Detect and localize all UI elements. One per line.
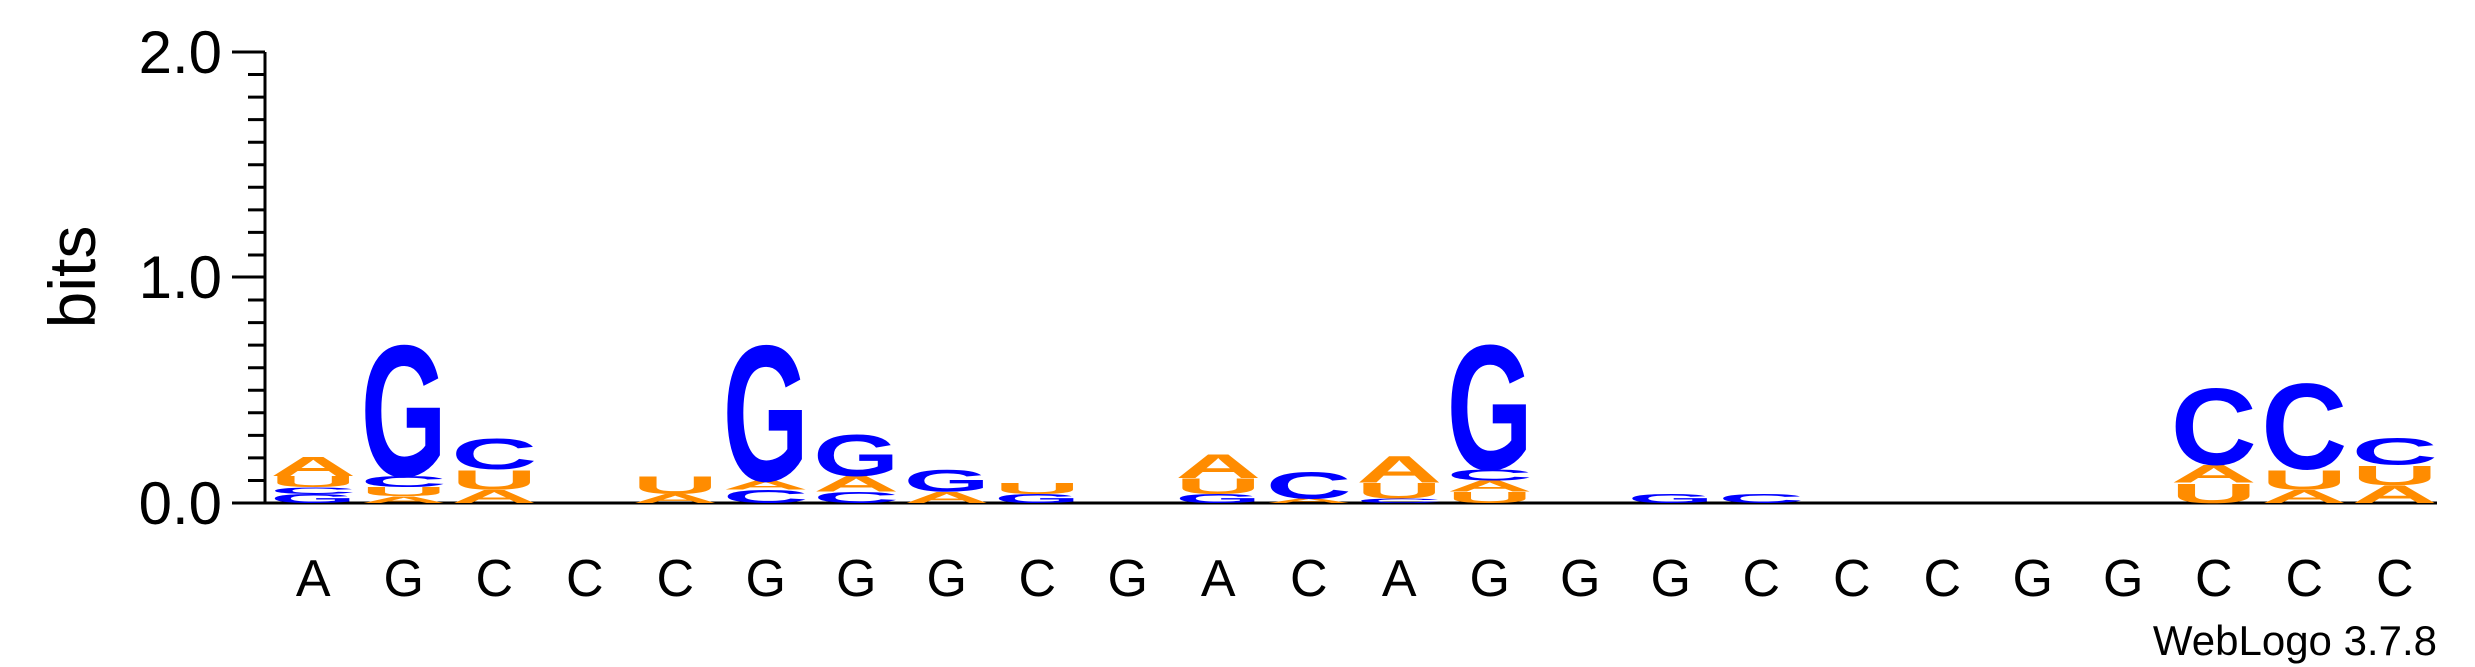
- x-tick-label: G: [1651, 550, 1691, 608]
- logo-glyph-a: A: [813, 472, 899, 497]
- x-tick-label: C: [1833, 550, 1871, 608]
- y-tick-label-2: 2.0: [139, 19, 222, 86]
- logo-glyph-u: U: [1356, 479, 1442, 504]
- logo-glyph-a: A: [1175, 447, 1261, 486]
- logo-glyph-c: C: [270, 486, 356, 496]
- x-tick-label: G: [1560, 550, 1600, 608]
- logo-glyph-g: G: [1628, 492, 1714, 506]
- logo-glyph-u: U: [994, 480, 1080, 498]
- x-tick-label: C: [2195, 550, 2233, 608]
- logo-glyph-c: C: [1447, 466, 1533, 484]
- logo-glyph-g: G: [361, 305, 447, 516]
- x-tick-label: A: [1201, 550, 1236, 608]
- x-tick-label: G: [746, 550, 786, 608]
- logo-glyph-c: C: [1356, 497, 1442, 504]
- logo-glyph-a: A: [1447, 478, 1533, 496]
- y-tick-label-0: 0.0: [139, 470, 222, 537]
- x-tick-label: G: [927, 550, 967, 608]
- logo-glyph-a: A: [451, 486, 537, 507]
- logo-glyph-a: A: [361, 495, 447, 505]
- logo-glyph-g: G: [904, 464, 990, 499]
- x-tick-label: G: [1470, 550, 1510, 608]
- x-tick-label: C: [1742, 550, 1780, 608]
- y-tick-label-1: 1.0: [139, 244, 222, 311]
- logo-glyph-u: U: [361, 485, 447, 499]
- logo-glyph-c: C: [451, 430, 537, 479]
- x-tick-label: G: [2103, 550, 2143, 608]
- logo-glyph-u: U: [1447, 489, 1533, 507]
- x-tick-label: C: [2376, 550, 2414, 608]
- logo-glyph-a: A: [270, 451, 356, 482]
- logo-glyph-u: U: [2352, 460, 2438, 491]
- logo-glyph-a: A: [1266, 497, 1352, 504]
- logo-glyph-u: U: [1175, 474, 1261, 499]
- x-tick-label: C: [1923, 550, 1961, 608]
- logo-glyph-a: A: [723, 478, 809, 492]
- y-minor-ticks: [248, 73, 265, 482]
- x-tick-label: C: [1290, 550, 1328, 608]
- logo-glyph-a: A: [2352, 481, 2438, 509]
- y-axis-label: bits: [35, 226, 109, 329]
- logo-glyph-g: G: [1175, 492, 1261, 506]
- logo-glyph-c: C: [2171, 366, 2257, 489]
- x-tick-label: A: [1382, 550, 1417, 608]
- logo-glyph-c: C: [2352, 431, 2438, 473]
- logo-glyph-a: A: [2261, 486, 2347, 507]
- logo-glyph-g: G: [270, 492, 356, 506]
- logo-glyph-g: G: [994, 492, 1080, 506]
- x-tick-label: G: [1108, 550, 1148, 608]
- x-tick-label: C: [566, 550, 604, 608]
- logo-glyph-c: C: [361, 473, 447, 491]
- x-tick-label: C: [656, 550, 694, 608]
- logo-glyph-a: A: [904, 489, 990, 507]
- logo-glyph-u: U: [2261, 464, 2347, 495]
- x-tick-label: G: [384, 550, 424, 608]
- x-tick-label: G: [836, 550, 876, 608]
- x-tick-label: G: [2013, 550, 2053, 608]
- x-tick-label: C: [475, 550, 513, 608]
- logo-glyph-a: A: [2171, 460, 2257, 488]
- logo-glyph-g: G: [1447, 309, 1533, 507]
- logo-glyph-c: C: [1266, 464, 1352, 506]
- logo-glyph-c: C: [723, 486, 809, 507]
- logo-glyph-a: A: [632, 492, 718, 506]
- logo-glyph-u: U: [451, 464, 537, 495]
- logo-glyph-u: U: [632, 472, 718, 500]
- logo-glyph-g: G: [813, 422, 899, 488]
- x-tick-label: A: [296, 550, 331, 608]
- logo-glyph-u: U: [270, 473, 356, 491]
- logo-glyph-u: U: [2171, 478, 2257, 509]
- weblogo-credit: WebLogo 3.7.8: [2153, 617, 2437, 664]
- logo-glyph-g: G: [723, 306, 809, 522]
- logo-glyph-a: A: [1356, 449, 1442, 491]
- logo-glyph-c: C: [2261, 359, 2347, 496]
- logo-glyph-c: C: [813, 489, 899, 507]
- x-tick-label: C: [1018, 550, 1056, 608]
- x-tick-label: C: [2285, 550, 2323, 608]
- logo-glyph-c: C: [1718, 492, 1804, 506]
